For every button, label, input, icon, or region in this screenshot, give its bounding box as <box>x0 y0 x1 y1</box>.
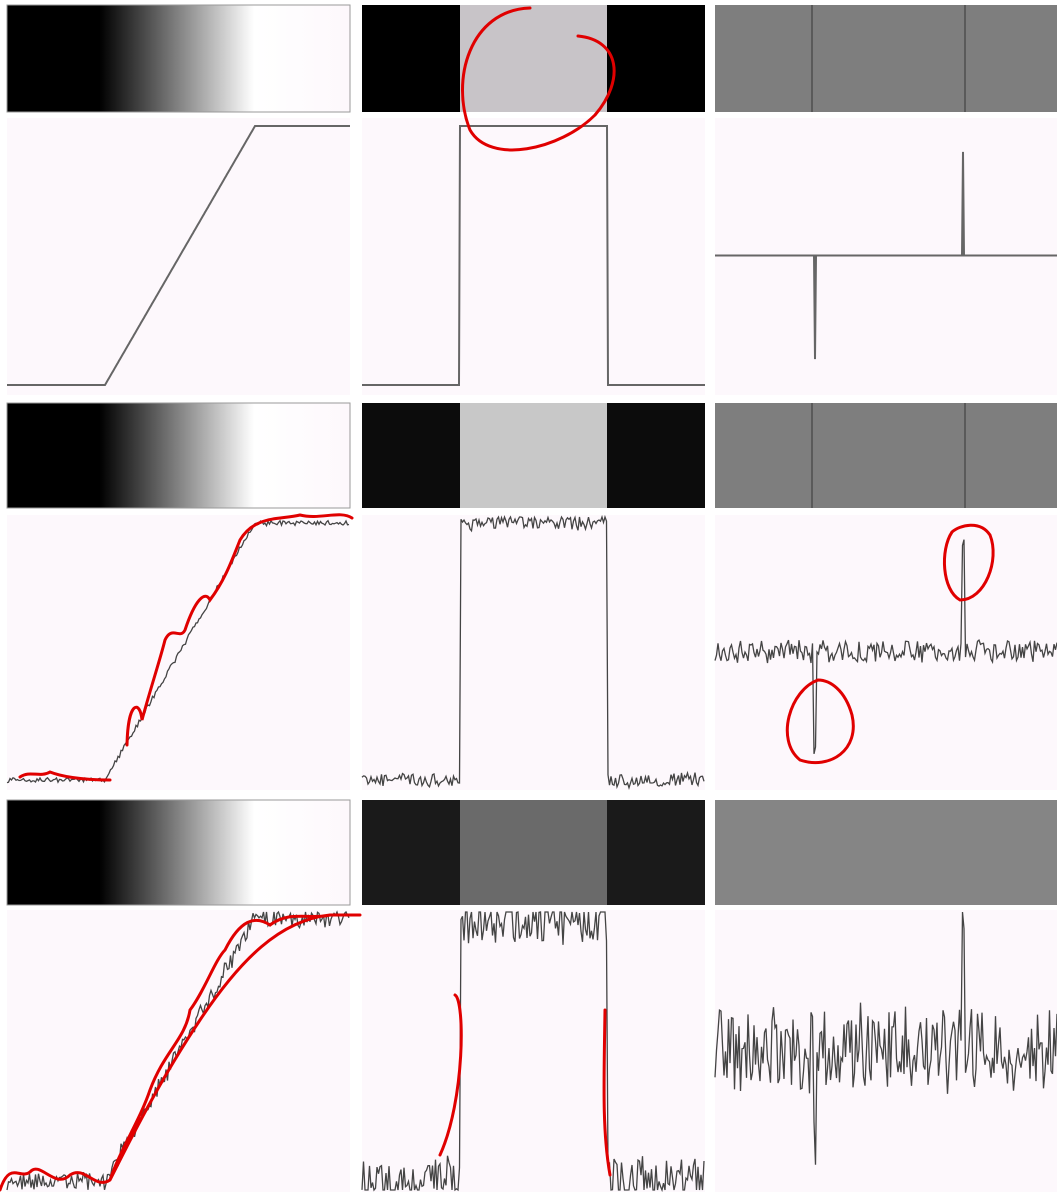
annotations <box>0 6 995 1192</box>
annotation-circle <box>785 678 855 765</box>
profile-line <box>6 519 350 784</box>
annotation-trace <box>0 913 362 1192</box>
annotation-trace <box>18 513 354 782</box>
step-strip-center <box>460 403 607 508</box>
plot-area <box>362 515 705 790</box>
profile-line <box>715 151 1057 360</box>
panels <box>6 4 1057 1192</box>
step-strip-center <box>460 800 607 905</box>
gradient-strip <box>6 402 351 509</box>
profile-line <box>714 911 1057 1165</box>
gradient-strip <box>6 799 351 906</box>
annotation-circle <box>942 523 995 602</box>
plot-area <box>362 118 705 395</box>
plot-area <box>362 910 705 1192</box>
impulse-strip <box>715 403 1057 508</box>
profile-line <box>361 911 705 1192</box>
impulse-strip <box>715 800 1057 905</box>
annotation-trace <box>438 993 612 1177</box>
gradient-strip <box>6 4 351 113</box>
profile-line <box>362 125 705 386</box>
step-strip-center <box>460 5 607 112</box>
impulse-strip <box>715 5 1057 112</box>
profile-line <box>7 125 350 386</box>
profile-line <box>361 514 705 791</box>
profile-line <box>714 539 1057 755</box>
annotation-circle <box>461 6 616 152</box>
